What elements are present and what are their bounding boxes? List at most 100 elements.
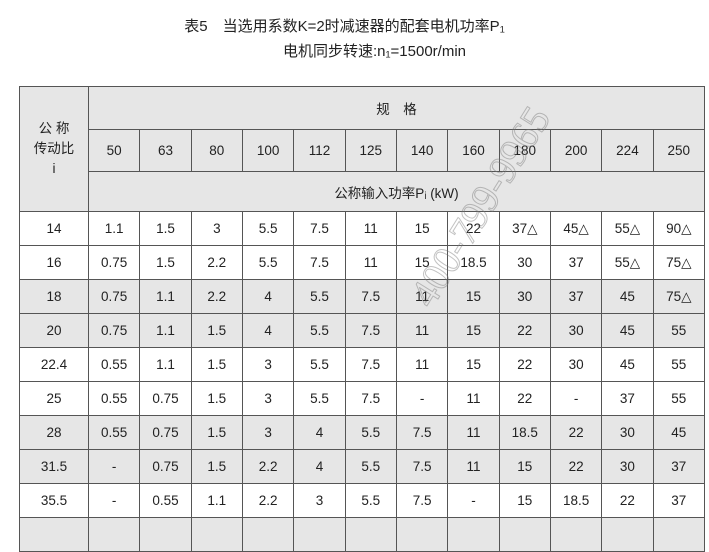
power-cell: 1.5 xyxy=(139,211,192,246)
power-cell: - xyxy=(447,483,500,518)
power-cell: 30 xyxy=(601,449,654,484)
ratio-header: 公 称 传动比 i xyxy=(19,86,89,212)
power-cell: 0.75 xyxy=(87,279,141,314)
power-cell: 1.5 xyxy=(190,415,243,450)
table-row: 31.5-0.75 1.5 2.2 4 5.5 7.5 11 15 22 30 37 xyxy=(19,449,706,484)
power-cell: 22 xyxy=(601,483,654,518)
power-cell: 7.5 xyxy=(344,381,397,416)
power-cell: 0.75 xyxy=(139,381,192,416)
power-cell: 37 xyxy=(601,381,654,416)
size-header: 200 xyxy=(549,129,603,172)
power-cell: 0.55 xyxy=(87,415,141,450)
empty-cell xyxy=(395,517,449,552)
spec-header: 规 格 xyxy=(88,86,705,130)
power-cell: 0.75 xyxy=(87,245,141,280)
ratio-cell: 22.4 xyxy=(19,347,89,382)
power-cell: 11 xyxy=(395,279,449,314)
empty-cell xyxy=(87,517,141,552)
power-cell: 4 xyxy=(293,449,346,484)
power-cell: 11 xyxy=(344,211,397,246)
power-cell: 0.75 xyxy=(139,449,192,484)
table-row: 25 0.55 0.75 1.5 3 5.5 7.5-11 22-37 55 xyxy=(19,381,706,416)
table-row: 16 0.75 1.5 2.2 5.5 7.5 11 15 18.5 30 37 55△ 75△ xyxy=(19,245,706,280)
table-subtitle: 电机同步转速:n₁=1500r/min xyxy=(282,43,467,60)
power-cell: 0.75 xyxy=(139,415,192,450)
table-row: 28 0.55 0.75 1.5 3 4 5.5 7.5 11 18.5 22 30 45 xyxy=(19,415,706,450)
table-row: 22.4 0.55 1.1 1.5 3 5.5 7.5 11 15 22 30 45 55 xyxy=(19,347,706,382)
empty-cell xyxy=(190,517,243,552)
power-cell: 37 xyxy=(549,245,603,280)
empty-cell xyxy=(447,517,500,552)
power-cell: 30 xyxy=(601,415,654,450)
power-cell: 0.55 xyxy=(87,347,141,382)
power-cell: 1.1 xyxy=(139,347,192,382)
empty-cell xyxy=(652,517,706,552)
empty-cell xyxy=(549,517,603,552)
power-cell: 30 xyxy=(549,347,603,382)
power-cell: 5.5 xyxy=(344,415,397,450)
power-cell: 90△ xyxy=(652,211,706,246)
size-header: 125 xyxy=(344,129,397,172)
power-cell: - xyxy=(87,483,141,518)
empty-cell xyxy=(19,517,89,552)
power-cell: 5.5 xyxy=(293,381,346,416)
power-table: 公 称 传动比 i 规 格 50 63 80 100 112 125 140 160 180 20… xyxy=(19,86,706,552)
power-cell: 3 xyxy=(241,415,295,450)
ratio-cell: 31.5 xyxy=(19,449,89,484)
power-cell: 4 xyxy=(241,313,295,348)
size-header: 180 xyxy=(498,129,551,172)
power-cell: 2.2 xyxy=(241,449,295,484)
power-cell: 2.2 xyxy=(241,483,295,518)
power-cell: 5.5 xyxy=(293,347,346,382)
power-cell: 7.5 xyxy=(395,483,449,518)
power-cell: 22 xyxy=(549,449,603,484)
power-cell: 5.5 xyxy=(293,313,346,348)
power-cell: 45 xyxy=(601,279,654,314)
power-cell: 1.5 xyxy=(190,449,243,484)
power-cell: 5.5 xyxy=(293,279,346,314)
table-row: 35.5-0.55 1.1 2.2 3 5.5 7.5-15 18.5 22 37 xyxy=(19,483,706,518)
power-cell: 3 xyxy=(241,381,295,416)
table-row: 14 1.1 1.5 3 5.5 7.5 11 15 22 37△ 45△ 55△ 90△ xyxy=(19,211,706,246)
power-cell: 45 xyxy=(601,313,654,348)
power-cell: 3 xyxy=(190,211,243,246)
empty-cell xyxy=(293,517,346,552)
power-cell: 15 xyxy=(498,449,551,484)
empty-cell xyxy=(601,517,654,552)
power-cell: 5.5 xyxy=(241,211,295,246)
power-cell: 15 xyxy=(498,483,551,518)
empty-cell xyxy=(498,517,551,552)
power-cell: 55△ xyxy=(601,245,654,280)
size-header: 100 xyxy=(241,129,295,172)
power-cell: 1.1 xyxy=(139,313,192,348)
power-cell: 11 xyxy=(447,381,500,416)
power-cell: 7.5 xyxy=(395,449,449,484)
size-header: 140 xyxy=(395,129,449,172)
power-cell: 7.5 xyxy=(293,245,346,280)
power-cell: - xyxy=(549,381,603,416)
power-cell: 1.5 xyxy=(190,313,243,348)
power-cell: 37 xyxy=(652,449,706,484)
power-cell: 15 xyxy=(395,245,449,280)
table-row-partial xyxy=(19,517,706,552)
power-cell: 15 xyxy=(447,313,500,348)
power-cell: 55 xyxy=(652,313,706,348)
power-cell: 11 xyxy=(395,313,449,348)
size-header: 63 xyxy=(139,129,192,172)
power-cell: 45△ xyxy=(549,211,603,246)
power-cell: 22 xyxy=(498,313,551,348)
power-cell: 1.1 xyxy=(87,211,141,246)
power-cell: 45 xyxy=(601,347,654,382)
power-cell: 1.5 xyxy=(190,347,243,382)
table-title: 表5 当选用系数K=2时减速器的配套电机功率P₁ xyxy=(184,18,505,35)
power-cell: 5.5 xyxy=(241,245,295,280)
power-cell: 0.55 xyxy=(139,483,192,518)
size-header: 160 xyxy=(447,129,500,172)
ratio-cell: 28 xyxy=(19,415,89,450)
power-cell: 30 xyxy=(498,245,551,280)
size-header: 112 xyxy=(293,129,346,172)
power-cell: 22 xyxy=(498,347,551,382)
power-cell: 30 xyxy=(549,313,603,348)
power-cell: 2.2 xyxy=(190,245,243,280)
table-row: 18 0.75 1.1 2.2 4 5.5 7.5 11 15 30 37 45 75△ xyxy=(19,279,706,314)
